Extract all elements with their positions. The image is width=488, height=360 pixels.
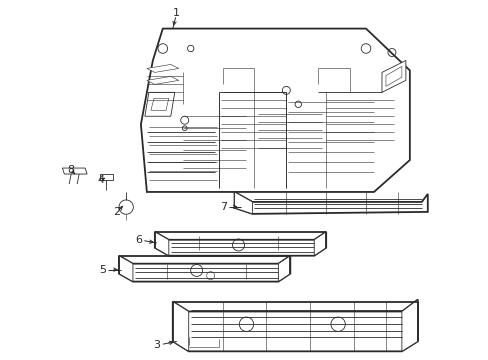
Text: 6: 6 bbox=[135, 235, 142, 245]
Text: 2: 2 bbox=[113, 207, 121, 217]
Polygon shape bbox=[172, 300, 417, 351]
Text: 4: 4 bbox=[97, 175, 104, 185]
Polygon shape bbox=[314, 232, 325, 256]
Polygon shape bbox=[151, 98, 168, 110]
Polygon shape bbox=[172, 302, 188, 351]
Polygon shape bbox=[146, 64, 179, 72]
Polygon shape bbox=[155, 232, 168, 256]
Polygon shape bbox=[62, 168, 87, 174]
Polygon shape bbox=[144, 92, 174, 116]
Polygon shape bbox=[119, 256, 133, 282]
Text: 1: 1 bbox=[173, 8, 180, 18]
Polygon shape bbox=[385, 67, 401, 86]
Text: 7: 7 bbox=[220, 202, 226, 212]
Polygon shape bbox=[141, 28, 409, 192]
Polygon shape bbox=[234, 192, 427, 214]
Text: 5: 5 bbox=[100, 265, 106, 275]
Text: 8: 8 bbox=[67, 165, 74, 175]
Polygon shape bbox=[119, 256, 290, 282]
Text: 3: 3 bbox=[153, 340, 160, 350]
Polygon shape bbox=[100, 174, 113, 180]
Polygon shape bbox=[401, 300, 417, 351]
Polygon shape bbox=[234, 192, 252, 214]
Polygon shape bbox=[381, 60, 405, 92]
Polygon shape bbox=[278, 256, 290, 282]
Polygon shape bbox=[155, 232, 325, 256]
Polygon shape bbox=[146, 76, 179, 84]
